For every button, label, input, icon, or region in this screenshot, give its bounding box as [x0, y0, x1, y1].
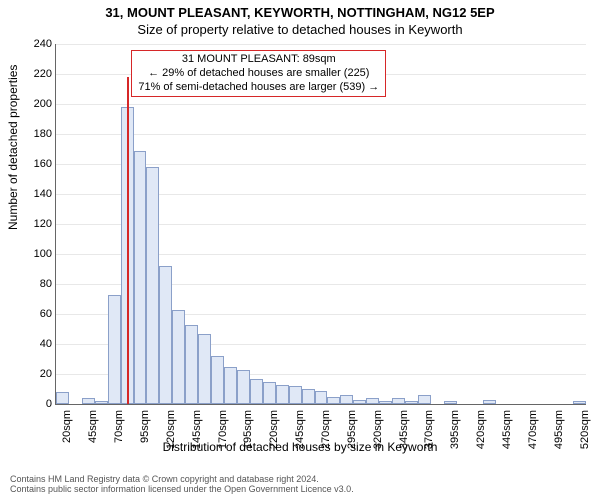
annotation-box: 31 MOUNT PLEASANT: 89sqm← 29% of detache… — [131, 50, 386, 97]
histogram-bar — [224, 367, 237, 405]
histogram-bar — [237, 370, 250, 405]
histogram-bar — [315, 391, 328, 405]
gridline — [56, 44, 586, 45]
histogram-bar — [82, 398, 95, 404]
histogram-bar — [172, 310, 185, 405]
y-tick-label: 240 — [28, 38, 52, 50]
footer-line-2: Contains public sector information licen… — [10, 484, 354, 494]
y-tick-label: 120 — [28, 218, 52, 230]
y-tick-label: 80 — [28, 278, 52, 290]
histogram-bar — [444, 401, 457, 404]
y-tick-label: 220 — [28, 68, 52, 80]
y-tick-label: 100 — [28, 248, 52, 260]
y-tick-label: 60 — [28, 308, 52, 320]
x-tick-label: 20sqm — [61, 410, 73, 443]
x-tick-label: 95sqm — [139, 410, 151, 443]
histogram-bar — [146, 167, 159, 404]
chart-title-1: 31, MOUNT PLEASANT, KEYWORTH, NOTTINGHAM… — [0, 5, 600, 20]
footer-line-1: Contains HM Land Registry data © Crown c… — [10, 474, 354, 484]
histogram-bar — [263, 382, 276, 405]
x-axis-caption: Distribution of detached houses by size … — [0, 440, 600, 454]
y-tick-label: 180 — [28, 128, 52, 140]
histogram-bar — [108, 295, 121, 405]
histogram-bar — [366, 398, 379, 404]
y-tick-label: 20 — [28, 368, 52, 380]
plot-area: 31 MOUNT PLEASANT: 89sqm← 29% of detache… — [55, 44, 586, 405]
y-tick-label: 200 — [28, 98, 52, 110]
histogram-bar — [392, 398, 405, 404]
y-axis-label: Number of detached properties — [6, 65, 20, 230]
x-tick-label: 70sqm — [113, 410, 125, 443]
annotation-line: ← 29% of detached houses are smaller (22… — [138, 67, 379, 81]
annotation-line: 31 MOUNT PLEASANT: 89sqm — [138, 53, 379, 67]
y-tick-label: 140 — [28, 188, 52, 200]
histogram-bar — [379, 401, 392, 404]
histogram-bar — [95, 401, 108, 404]
histogram-bar — [185, 325, 198, 405]
histogram-bar — [302, 389, 315, 404]
gridline — [56, 134, 586, 135]
histogram-bar — [483, 400, 496, 405]
histogram-bar — [198, 334, 211, 405]
histogram-bar — [56, 392, 69, 404]
histogram-bar — [353, 400, 366, 405]
histogram-bar — [573, 401, 586, 404]
x-tick-label: 45sqm — [87, 410, 99, 443]
histogram-bar — [405, 401, 418, 404]
histogram-bar — [289, 386, 302, 404]
chart-title-2: Size of property relative to detached ho… — [0, 22, 600, 37]
histogram-bar — [340, 395, 353, 404]
histogram-bar — [250, 379, 263, 405]
histogram-bar — [327, 397, 340, 405]
annotation-line: 71% of semi-detached houses are larger (… — [138, 81, 379, 95]
histogram-bar — [276, 385, 289, 405]
histogram-bar — [159, 266, 172, 404]
y-tick-label: 40 — [28, 338, 52, 350]
histogram-bar — [418, 395, 431, 404]
chart-container: 31, MOUNT PLEASANT, KEYWORTH, NOTTINGHAM… — [0, 0, 600, 500]
marker-line — [127, 77, 129, 404]
y-tick-label: 160 — [28, 158, 52, 170]
histogram-bar — [211, 356, 224, 404]
footer-attribution: Contains HM Land Registry data © Crown c… — [10, 474, 354, 494]
gridline — [56, 104, 586, 105]
histogram-bar — [134, 151, 147, 405]
y-tick-label: 0 — [28, 398, 52, 410]
